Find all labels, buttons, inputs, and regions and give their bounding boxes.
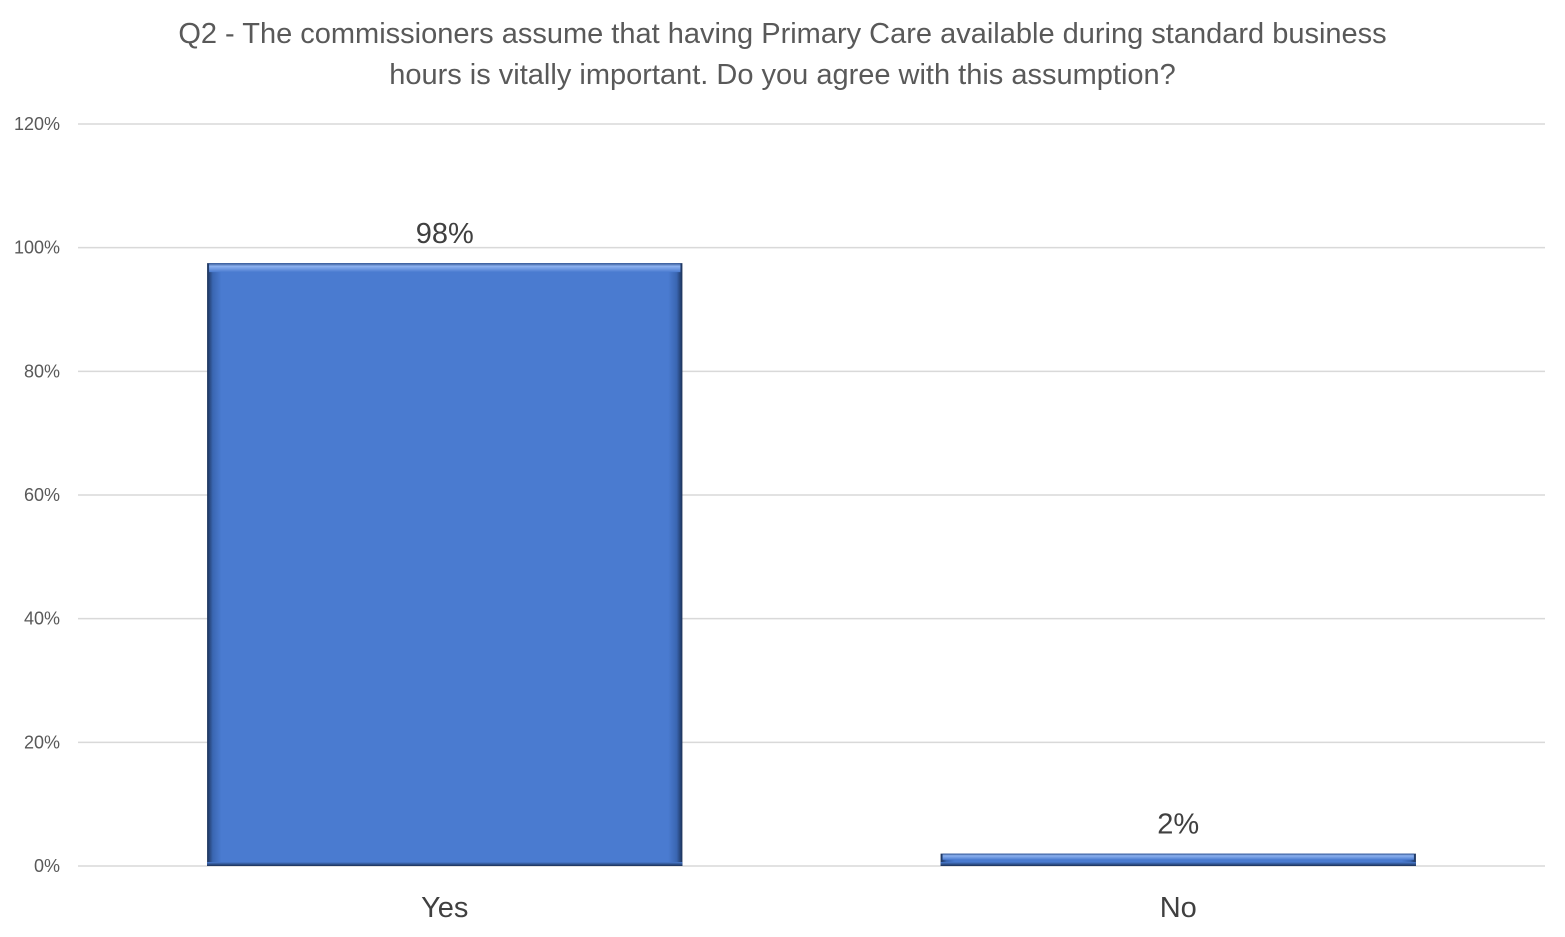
bar-yes	[207, 263, 683, 866]
y-tick-label: 60%	[24, 485, 60, 505]
bar-top-bevel	[209, 263, 681, 273]
y-axis-tick-labels: 0% 20% 40% 60% 80% 100% 120%	[14, 114, 60, 876]
bars	[207, 263, 1416, 866]
bar-body	[207, 263, 683, 866]
y-tick-label: 80%	[24, 361, 60, 381]
y-tick-label: 100%	[14, 238, 60, 258]
category-label-yes: Yes	[421, 892, 468, 924]
x-axis-category-labels: Yes No	[421, 892, 1197, 924]
chart-title-line-2: hours is vitally important. Do you agree…	[389, 59, 1176, 91]
y-tick-label: 20%	[24, 732, 60, 752]
data-label-yes: 98%	[416, 218, 474, 250]
category-label-no: No	[1160, 892, 1197, 924]
data-labels: 98% 2%	[416, 218, 1199, 841]
bar-bottom-shade	[940, 862, 1416, 866]
y-tick-label: 40%	[24, 609, 60, 629]
bar-no	[940, 853, 1416, 866]
chart-title: Q2 - The commissioners assume that havin…	[0, 14, 1565, 96]
y-tick-label: 0%	[34, 856, 60, 876]
chart-title-line-1: Q2 - The commissioners assume that havin…	[178, 18, 1387, 50]
y-tick-label: 120%	[14, 114, 60, 134]
data-label-no: 2%	[1157, 809, 1199, 841]
bar-bottom-shade	[207, 862, 683, 866]
bar-top-bevel	[942, 853, 1414, 860]
